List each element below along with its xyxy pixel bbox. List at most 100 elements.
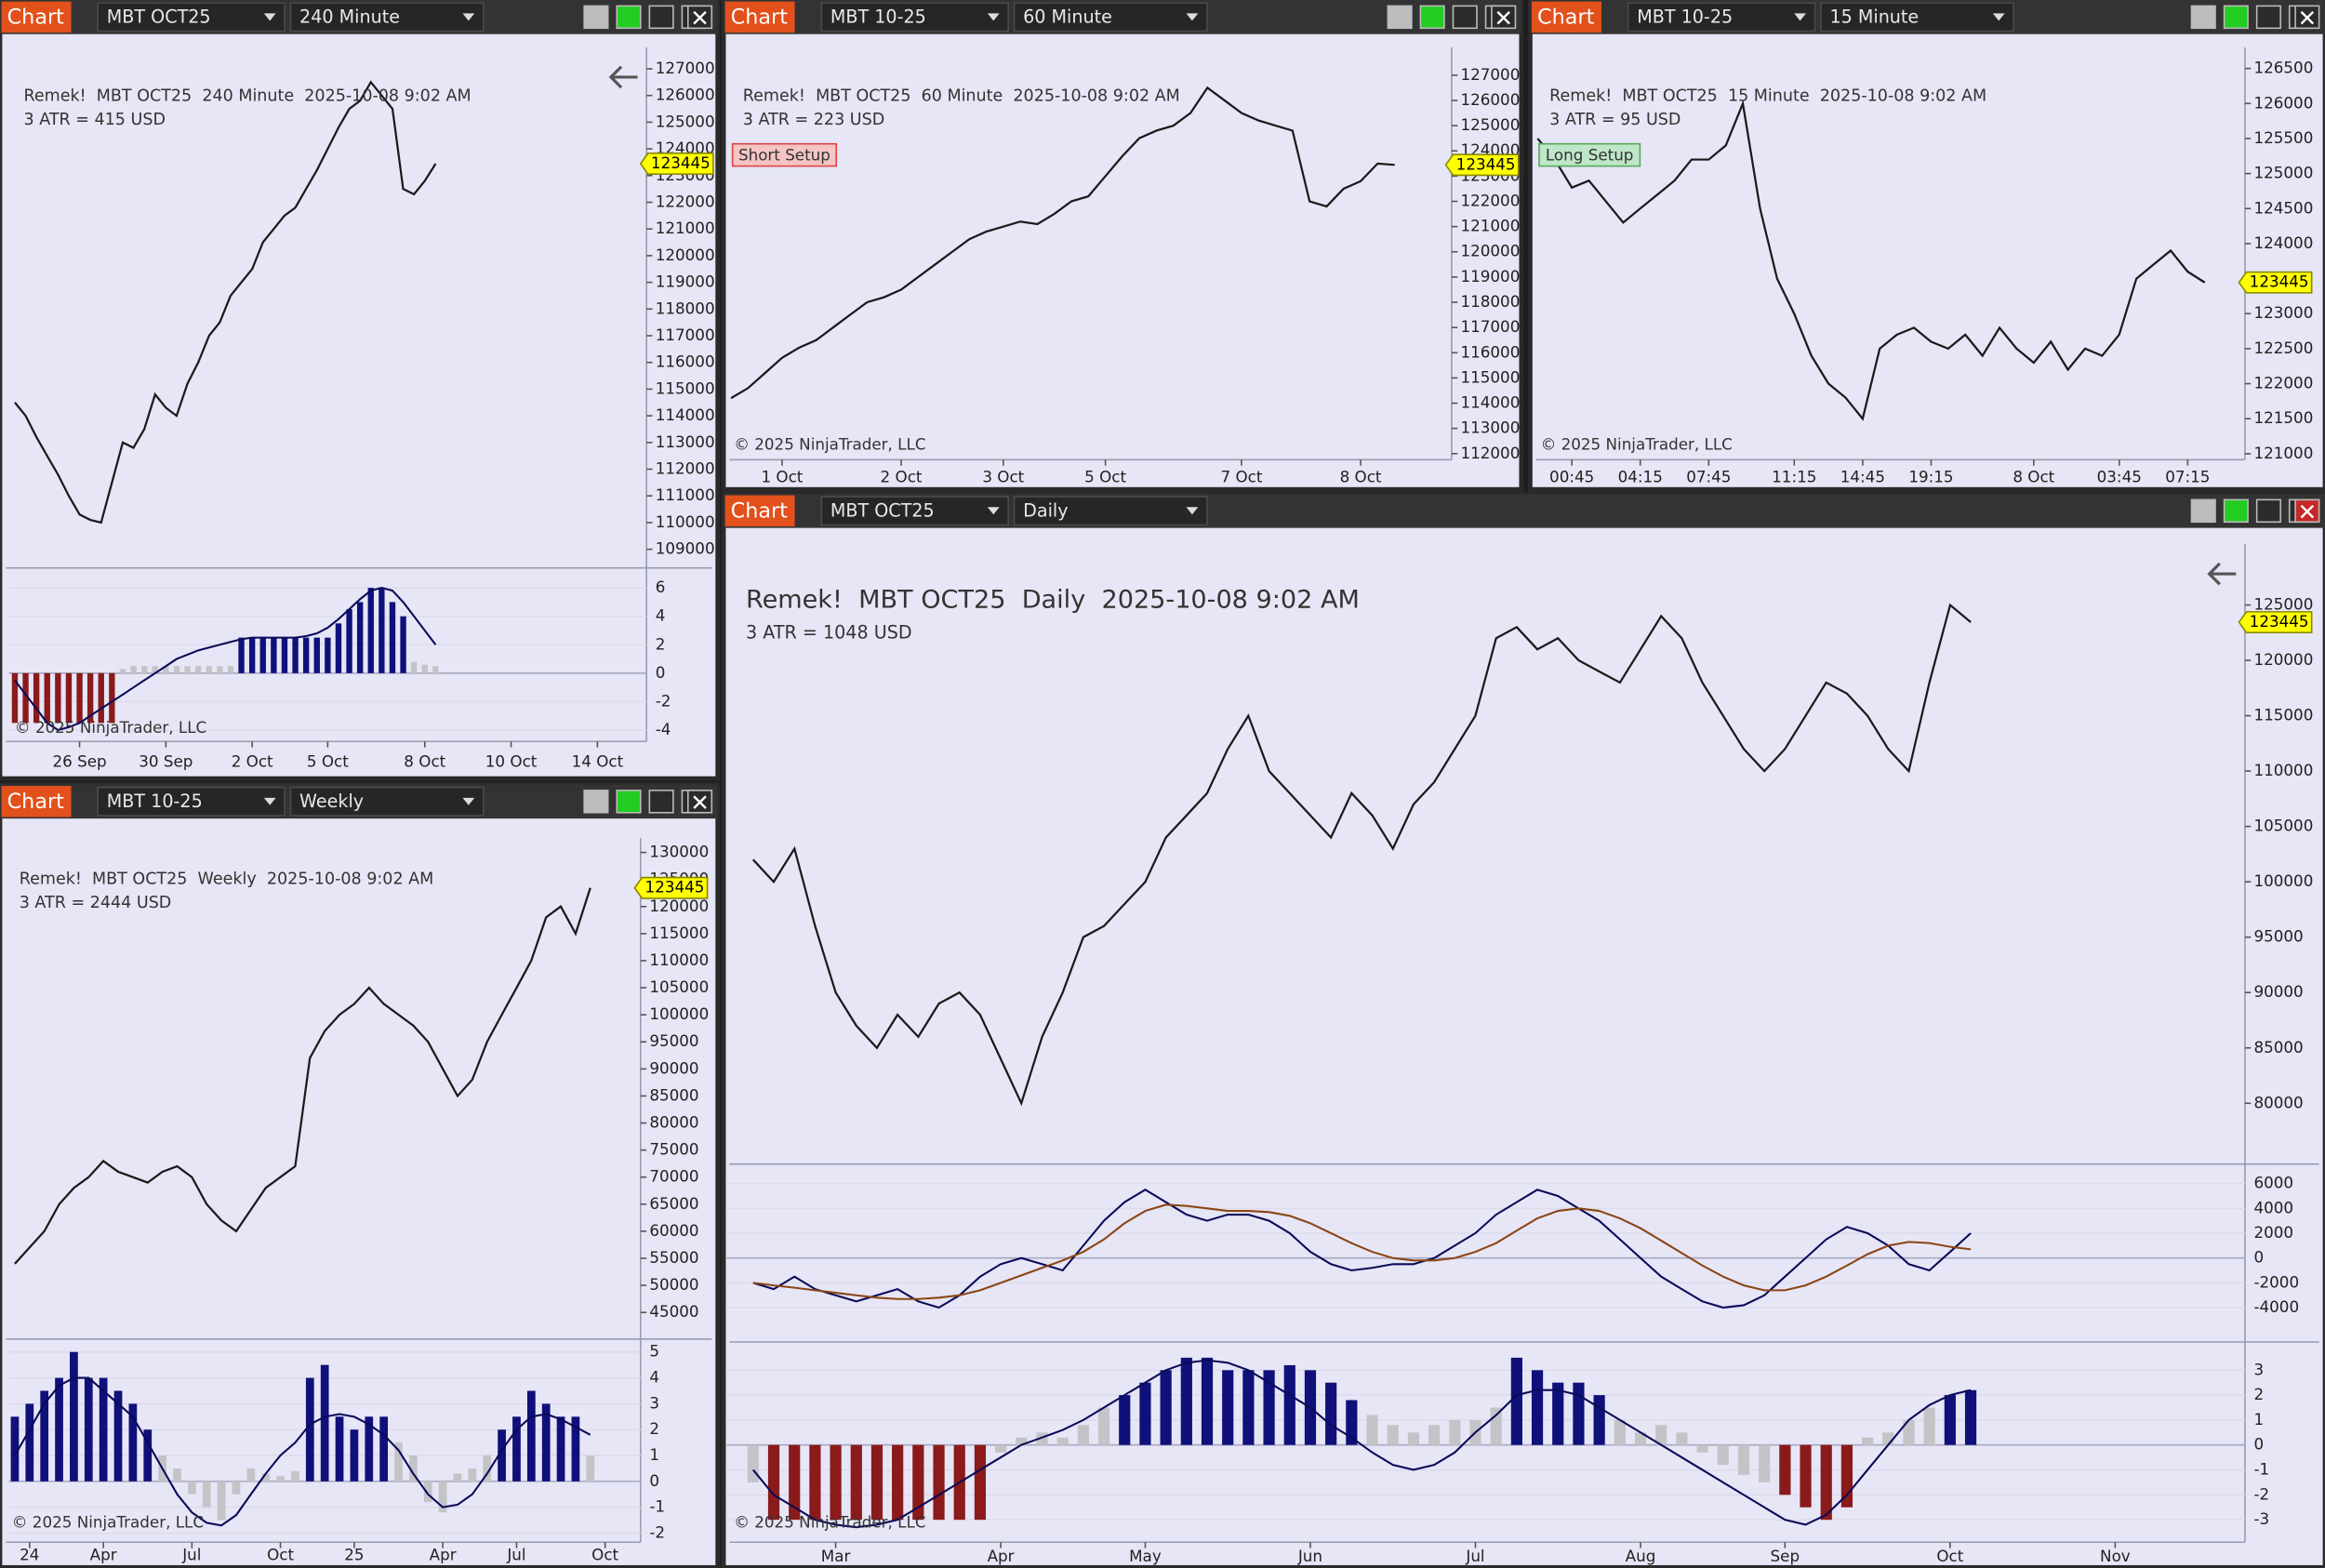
x-tick-label: 1 Oct (761, 467, 803, 485)
histogram-bar (1263, 1370, 1275, 1445)
histogram-bar (271, 637, 277, 673)
window-button[interactable] (2223, 5, 2249, 30)
x-tick-label: 2 Oct (881, 467, 923, 485)
histogram-bar (1923, 1407, 1935, 1445)
instrument-dropdown[interactable] (820, 2, 1009, 33)
window-button[interactable] (648, 5, 674, 30)
window-button[interactable] (583, 790, 609, 814)
chart-title: Remek! MBT OCT25 Weekly 2025-10-08 9:02 … (20, 870, 434, 889)
window-button[interactable] (2255, 498, 2281, 524)
histogram-bar (291, 1470, 299, 1482)
x-tick-label: 03:45 (2097, 467, 2142, 485)
chart-title: Remek! MBT OCT25 60 Minute 2025-10-08 9:… (743, 87, 1180, 106)
indicator-line (14, 586, 437, 732)
y-tick-label: 118000 (1460, 292, 1520, 311)
y-tick-label: 121500 (2253, 408, 2313, 427)
back-arrow[interactable] (608, 65, 638, 89)
y-tick-label: 119000 (1460, 267, 1520, 286)
histogram-bar (526, 1390, 536, 1482)
instrument-dropdown[interactable] (1627, 2, 1816, 33)
y-tick-label: 112000 (656, 458, 715, 477)
instrument-dropdown[interactable] (820, 496, 1009, 526)
last-price-label: 123445 (645, 878, 705, 897)
chart-subtitle: 3 ATR = 2444 USD (20, 894, 172, 912)
window-button[interactable] (616, 5, 642, 30)
histogram-bar (99, 1377, 108, 1482)
histogram-bar (556, 1416, 565, 1482)
chart-button[interactable] (1532, 1, 1601, 33)
window-button[interactable] (1452, 5, 1478, 30)
chart-button[interactable] (724, 1, 795, 33)
interval-dropdown[interactable] (289, 786, 485, 817)
y-tick-label: 109000 (656, 539, 715, 558)
y-tick-label: 125500 (2253, 128, 2313, 147)
interval-dropdown[interactable] (289, 2, 485, 33)
interval-dropdown[interactable] (1013, 496, 1208, 526)
histogram-bar (55, 1377, 63, 1482)
x-tick-label: Aug (1626, 1547, 1656, 1565)
window-button[interactable] (1419, 5, 1445, 30)
y-tick-label: 45000 (649, 1302, 698, 1321)
y-tick-label: 6 (656, 578, 666, 596)
histogram-bar (248, 637, 256, 673)
back-arrow[interactable] (2207, 562, 2237, 586)
histogram-bar (830, 1444, 842, 1521)
y-tick-label: 127000 (656, 59, 715, 77)
histogram-bar (98, 672, 104, 724)
histogram-bar (246, 1468, 256, 1482)
window-button[interactable] (2223, 498, 2249, 524)
y-tick-label: -1 (2253, 1460, 2269, 1479)
histogram-bar (850, 1444, 862, 1521)
histogram-bar (1490, 1407, 1502, 1445)
histogram-bar (1944, 1395, 1956, 1445)
histogram-bar (1366, 1415, 1378, 1445)
chart-button[interactable] (1, 1, 72, 33)
window-button[interactable] (2255, 5, 2281, 30)
histogram-bar (410, 661, 418, 673)
window-button[interactable] (583, 5, 609, 30)
y-tick-label: -2000 (2253, 1272, 2299, 1291)
histogram-bar (1531, 1370, 1544, 1445)
histogram-bar (350, 1429, 359, 1482)
setup-label: Short Setup (738, 145, 830, 164)
y-tick-label: 125000 (2253, 595, 2313, 614)
setup-badge (731, 142, 838, 167)
window-button[interactable] (2190, 498, 2216, 524)
window-button[interactable] (2190, 5, 2216, 30)
x-tick-label: 24 (20, 1546, 39, 1564)
y-tick-label: 0 (656, 663, 666, 682)
histogram-bar (109, 672, 115, 724)
histogram-bar (202, 1481, 211, 1508)
histogram-bar (1346, 1400, 1358, 1445)
y-tick-label: 121000 (656, 219, 715, 237)
indicator-line (751, 1359, 1972, 1529)
instrument-dropdown[interactable] (97, 2, 286, 33)
histogram-bar (119, 669, 126, 673)
interval-dropdown[interactable] (1013, 2, 1208, 33)
y-tick-label: 3 (2253, 1360, 2264, 1378)
y-tick-label: 114000 (656, 405, 715, 424)
y-tick-label: 125000 (656, 112, 715, 130)
interval-dropdown[interactable] (1820, 2, 2014, 33)
histogram-bar (22, 672, 29, 724)
y-tick-label: -3 (2253, 1509, 2269, 1528)
chart-button[interactable] (724, 495, 795, 527)
dropdown-arrow (263, 13, 276, 21)
window-button[interactable] (1387, 5, 1413, 30)
histogram-bar (11, 672, 19, 724)
y-tick-label: 110000 (2253, 761, 2313, 779)
histogram-bar (870, 1444, 884, 1521)
histogram-bar (163, 666, 169, 673)
window-button[interactable] (616, 790, 642, 814)
instrument-label: MBT OCT25 (830, 500, 935, 522)
x-tick-label: 14:45 (1840, 467, 1885, 485)
window-button[interactable] (648, 790, 674, 814)
chart-button[interactable] (1, 786, 72, 817)
x-tick-label: Jun (1297, 1547, 1322, 1565)
close-icon (2300, 504, 2315, 519)
interval-label: 15 Minute (1829, 7, 1919, 28)
histogram-bar (365, 1416, 374, 1482)
histogram-bar (113, 1390, 123, 1482)
instrument-dropdown[interactable] (97, 786, 286, 817)
x-tick-label: 14 Oct (572, 752, 624, 771)
